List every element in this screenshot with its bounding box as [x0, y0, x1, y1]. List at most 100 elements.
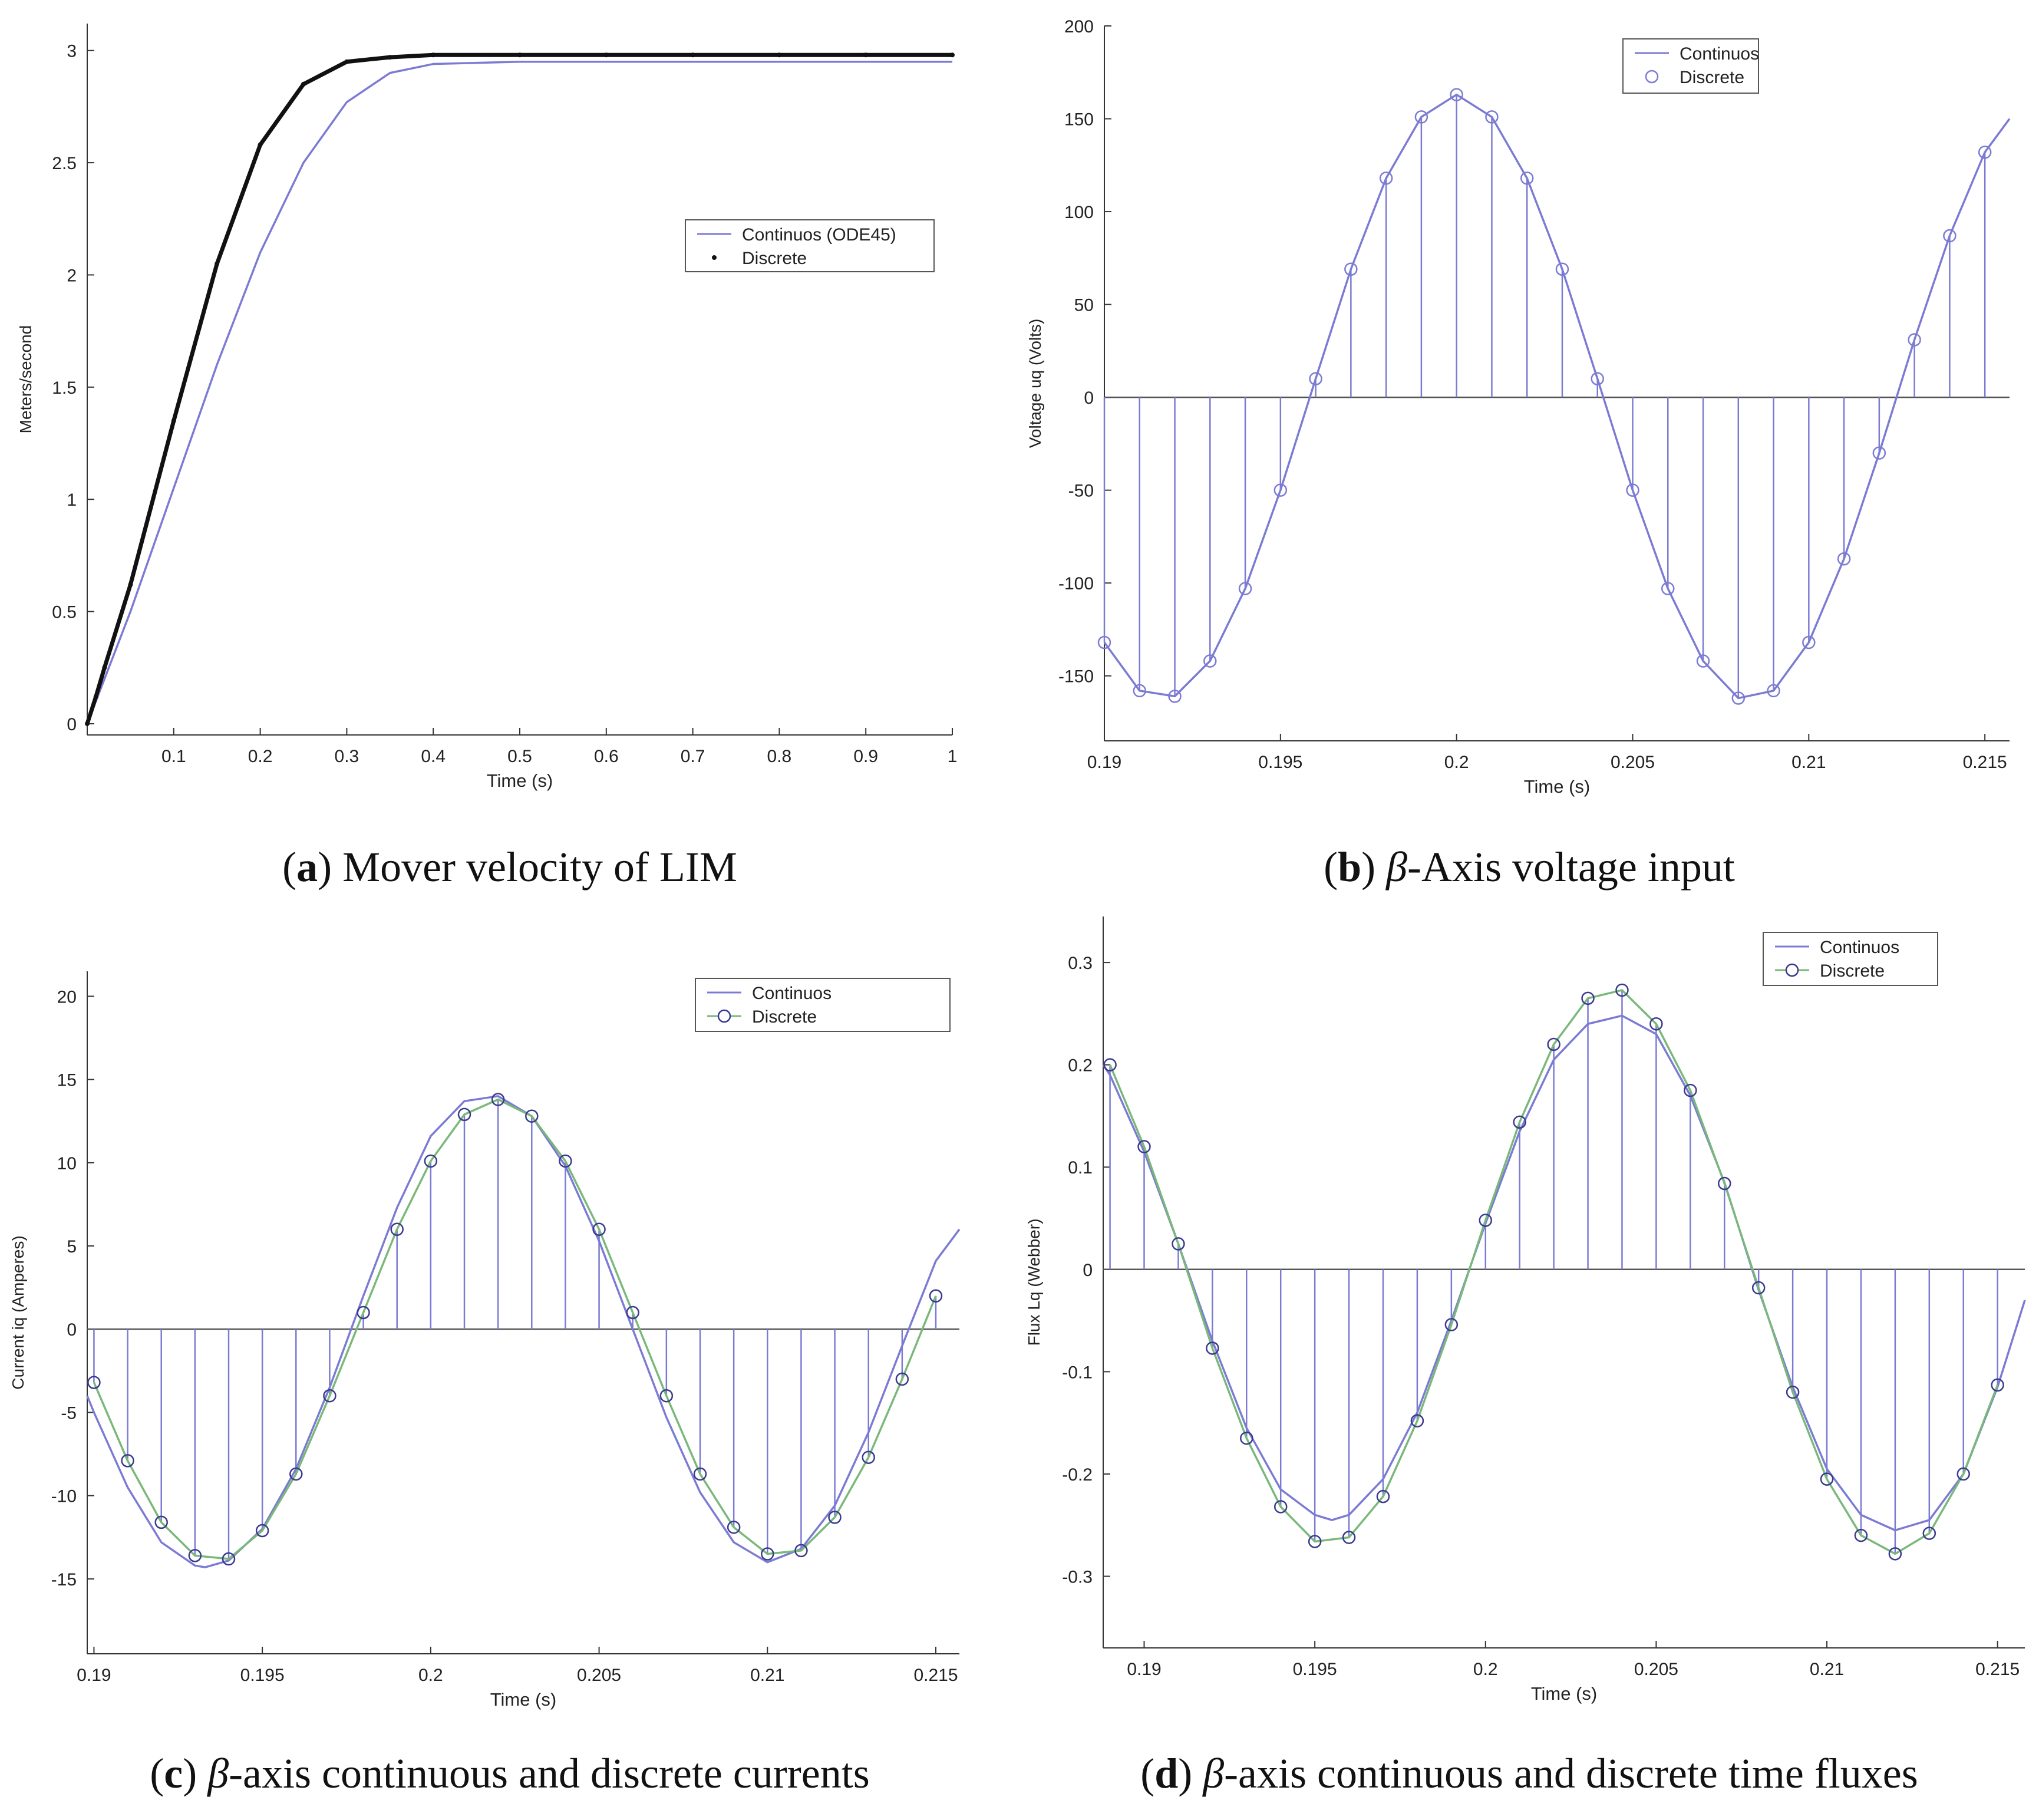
data-marker [1555, 262, 1569, 276]
data-marker [1820, 1472, 1834, 1486]
series-line [1103, 93, 2011, 700]
data-marker [1591, 372, 1604, 385]
data-marker [794, 1544, 808, 1558]
data-point [344, 59, 349, 64]
data-marker [491, 1093, 505, 1106]
x-tick-label: 0.205 [1634, 1660, 1678, 1679]
data-marker [1888, 1547, 1902, 1561]
data-marker [87, 1376, 101, 1389]
data-marker [1649, 1017, 1663, 1031]
legend-entry: Continuos [707, 984, 832, 1003]
legend: Continuos Discrete [695, 978, 951, 1032]
data-marker [1837, 552, 1851, 566]
data-marker [457, 1107, 471, 1122]
y-tick-label: -0.1 [1062, 1363, 1093, 1382]
x-axis-label: Time (s) [487, 770, 553, 791]
data-point [517, 52, 522, 58]
series-continuos [86, 1095, 961, 1568]
data-marker [895, 1372, 909, 1386]
beta-symbol: β [207, 1750, 229, 1797]
data-marker [592, 1222, 606, 1237]
data-marker [222, 1552, 236, 1566]
x-tick-label: 0.8 [767, 747, 792, 766]
series-discrete [1103, 983, 2004, 1561]
data-marker [1978, 145, 1992, 159]
y-tick-label: 150 [1064, 110, 1094, 130]
series-line [1102, 1014, 2026, 1532]
data-point [171, 418, 176, 423]
data-marker [828, 1511, 842, 1524]
x-tick-label: 0.7 [681, 747, 705, 766]
chart-panel-c: 0.19 0.195 0.2 0.205 0.21 0.215 -15 -10 -5 0 5 10 15… [0, 908, 1020, 1750]
y-tick-label: -100 [1058, 574, 1094, 594]
y-tick-label: 0.5 [52, 603, 77, 622]
legend: Continuos Discrete [1763, 932, 1938, 986]
legend-entry: Discrete [1645, 68, 1744, 87]
data-point [431, 52, 436, 58]
data-point [215, 261, 220, 266]
chart-panel-d: 0.19 0.195 0.2 0.205 0.21 0.215 -0.3 -0.2 -0.1 0 0… [1020, 908, 2039, 1750]
data-marker [1309, 372, 1322, 385]
data-point [85, 721, 90, 726]
x-tick-label: 0.3 [335, 747, 359, 766]
legend-label: Continuos (ODE45) [742, 225, 896, 245]
legend-entry: Discrete [712, 249, 807, 268]
chart-d: 0.19 0.195 0.2 0.205 0.21 0.215 -0.3 -0.2 -0.1 0 0… [1025, 916, 2026, 1704]
data-marker [1097, 635, 1111, 649]
x-tick-label: 0.205 [577, 1666, 621, 1685]
x-axis-label: Time (s) [1531, 1683, 1598, 1704]
y-tick-label: 20 [57, 987, 77, 1007]
data-marker [1238, 582, 1252, 595]
x-tick-label: 0.195 [1258, 753, 1302, 772]
data-marker [357, 1305, 370, 1320]
legend-marker-swatch [717, 1009, 731, 1023]
data-marker [1520, 172, 1534, 185]
y-axis-label: Voltage uq (Volts) [1026, 319, 1044, 448]
x-axis-label: Time (s) [1524, 776, 1591, 797]
data-marker [1206, 1341, 1219, 1355]
series-line [1108, 989, 1999, 1555]
y-tick-label: -0.2 [1062, 1465, 1093, 1485]
data-marker [1956, 1467, 1970, 1481]
data-marker [1103, 1058, 1117, 1071]
caption-a: (a) Mover velocity of LIM [282, 843, 737, 891]
chart-c: 0.19 0.195 0.2 0.205 0.21 0.215 -15 -10 -5 0 5 10 15… [9, 971, 961, 1710]
y-tick-label: -5 [61, 1403, 77, 1423]
data-marker [559, 1154, 572, 1168]
data-marker [1344, 262, 1358, 276]
x-tick-label: 0.215 [1963, 753, 2007, 772]
x-tick-label: 0.215 [913, 1666, 958, 1685]
data-marker [1485, 110, 1499, 124]
y-axis-label: Meters/second [17, 325, 35, 434]
series-continuos-ode45 [86, 60, 952, 724]
x-tick-label: 0.195 [1293, 1660, 1337, 1679]
data-marker [1922, 1526, 1936, 1540]
legend-dot-swatch [712, 255, 717, 260]
legend: Continuos (ODE45) Discrete [685, 219, 935, 272]
legend-label: Discrete [742, 249, 807, 268]
data-marker [727, 1521, 741, 1534]
legend-entry: Continuos (ODE45) [697, 225, 896, 245]
data-marker [659, 1389, 674, 1403]
y-tick-label: 0 [67, 1320, 77, 1340]
data-marker [424, 1154, 438, 1168]
x-tick-label: 0.195 [240, 1666, 285, 1685]
legend-marker-swatch [1645, 70, 1659, 84]
data-marker [1943, 229, 1956, 243]
data-marker [1786, 1385, 1800, 1399]
y-axis-label: Flux Lq (Webber) [1025, 1219, 1043, 1346]
legend-label: Discrete [752, 1007, 817, 1027]
y-tick-label: -150 [1058, 667, 1094, 687]
legend-entry: Continuos [1775, 938, 1899, 957]
x-tick-label: 0.215 [1975, 1660, 2020, 1679]
data-marker [1802, 635, 1816, 649]
data-marker [1626, 483, 1639, 497]
data-marker [693, 1467, 707, 1481]
y-tick-label: -15 [51, 1570, 77, 1590]
y-tick-label: 0.1 [1068, 1158, 1093, 1178]
data-point [950, 52, 955, 58]
x-tick-label: 0.19 [1127, 1660, 1161, 1679]
y-axis-label: Current iq (Amperes) [9, 1235, 27, 1389]
data-marker [1376, 1489, 1390, 1504]
series-line [86, 60, 952, 724]
